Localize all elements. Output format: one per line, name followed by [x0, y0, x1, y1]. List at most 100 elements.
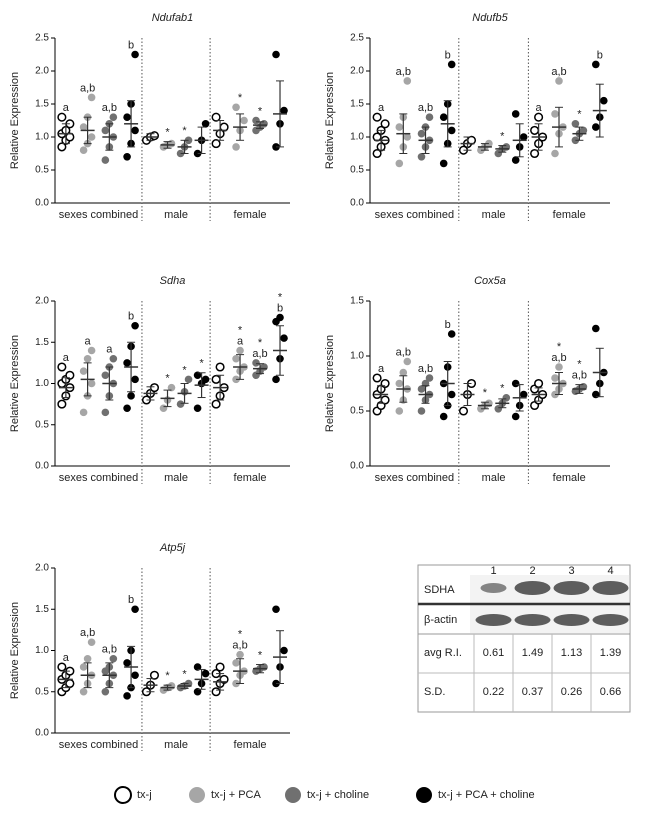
band-label: SDHA: [424, 584, 455, 596]
significance-label: *: [238, 324, 243, 336]
data-point: [127, 392, 135, 400]
significance-label: a: [378, 102, 385, 114]
data-point: [101, 126, 110, 135]
y-tick-label: 1.5: [35, 604, 49, 615]
data-point: [395, 159, 404, 168]
data-point: [109, 354, 118, 363]
data-point: [79, 687, 88, 696]
cell-value: 0.37: [522, 686, 543, 698]
y-tick-label: 1.5: [350, 296, 364, 307]
significance-label: *: [165, 127, 170, 139]
data-point: [551, 110, 559, 118]
data-point: [101, 408, 110, 417]
chart-title: Ndufab1: [152, 12, 194, 24]
data-point: [79, 367, 88, 375]
y-tick-label: 2.0: [350, 66, 364, 77]
x-category-label: male: [164, 739, 188, 751]
data-point: [167, 139, 176, 148]
data-point: [101, 156, 110, 164]
data-point: [201, 669, 210, 678]
data-point: [215, 662, 225, 672]
x-category-label: sexes combined: [375, 209, 455, 221]
y-tick-label: 0.0: [35, 198, 49, 209]
data-point: [131, 671, 139, 680]
data-point: [57, 142, 67, 152]
cell-value: 1.13: [561, 647, 582, 659]
data-point: [417, 129, 426, 138]
data-point: [232, 103, 240, 112]
data-point: [87, 638, 96, 647]
data-point: [123, 113, 131, 121]
significance-label: a,b: [102, 644, 117, 656]
significance-label: *: [258, 649, 263, 661]
y-axis-label: Relative Expression: [324, 72, 336, 169]
significance-label: *: [182, 668, 187, 680]
data-point: [240, 116, 248, 125]
data-point: [534, 378, 544, 389]
y-tick-label: 2.0: [35, 296, 49, 307]
significance-label: a,b: [418, 102, 433, 114]
data-point: [555, 77, 563, 85]
actin-band: [514, 614, 551, 626]
y-tick-label: 1.0: [35, 645, 49, 656]
y-tick-label: 0.0: [35, 728, 49, 739]
data-point: [57, 399, 67, 409]
actin-band: [592, 614, 629, 626]
data-point: [439, 412, 448, 421]
data-point: [372, 373, 382, 383]
legend-marker: [416, 787, 432, 803]
significance-label: a,b: [252, 348, 267, 360]
data-point: [252, 359, 260, 367]
data-point: [252, 116, 260, 125]
significance-label: a: [237, 335, 244, 347]
lane-number: 1: [490, 565, 496, 577]
significance-label: *: [258, 105, 263, 117]
significance-label: a,b: [80, 82, 95, 94]
data-point: [425, 374, 434, 382]
x-category-label: sexes combined: [59, 209, 139, 221]
data-point: [600, 96, 608, 105]
cell-value: 0.26: [561, 686, 582, 698]
data-point: [79, 663, 88, 671]
data-point: [123, 153, 131, 161]
data-point: [425, 113, 434, 121]
data-point: [571, 120, 580, 128]
data-point: [372, 112, 382, 122]
data-point: [201, 120, 210, 128]
data-point: [215, 362, 225, 372]
data-point: [276, 313, 284, 322]
data-point: [395, 379, 404, 388]
legend-label: tx-j + choline: [307, 789, 369, 801]
data-point: [447, 60, 456, 69]
data-point: [184, 375, 193, 384]
data-point: [236, 346, 244, 355]
data-point: [123, 404, 131, 413]
data-point: [83, 654, 92, 663]
significance-label: *: [199, 358, 204, 370]
data-point: [511, 412, 520, 421]
data-point: [123, 359, 131, 367]
cell-value: 0.22: [483, 686, 504, 698]
cell-value: 0.61: [483, 647, 504, 659]
significance-label: a: [63, 652, 70, 664]
x-category-label: male: [164, 209, 188, 221]
data-point: [551, 149, 559, 158]
data-point: [193, 687, 202, 696]
data-point: [395, 123, 404, 131]
data-point: [403, 77, 412, 85]
data-point: [176, 400, 185, 408]
x-category-label: male: [482, 472, 506, 484]
data-point: [555, 363, 563, 371]
y-tick-label: 1.0: [350, 132, 364, 143]
significance-label: a,b: [572, 370, 587, 382]
data-point: [79, 123, 88, 131]
data-point: [167, 383, 176, 392]
data-point: [159, 404, 168, 413]
data-point: [57, 112, 67, 122]
data-point: [519, 390, 528, 399]
y-tick-label: 1.0: [35, 132, 49, 143]
significance-label: b: [277, 302, 283, 314]
actin-band: [475, 614, 512, 626]
data-point: [380, 119, 390, 129]
